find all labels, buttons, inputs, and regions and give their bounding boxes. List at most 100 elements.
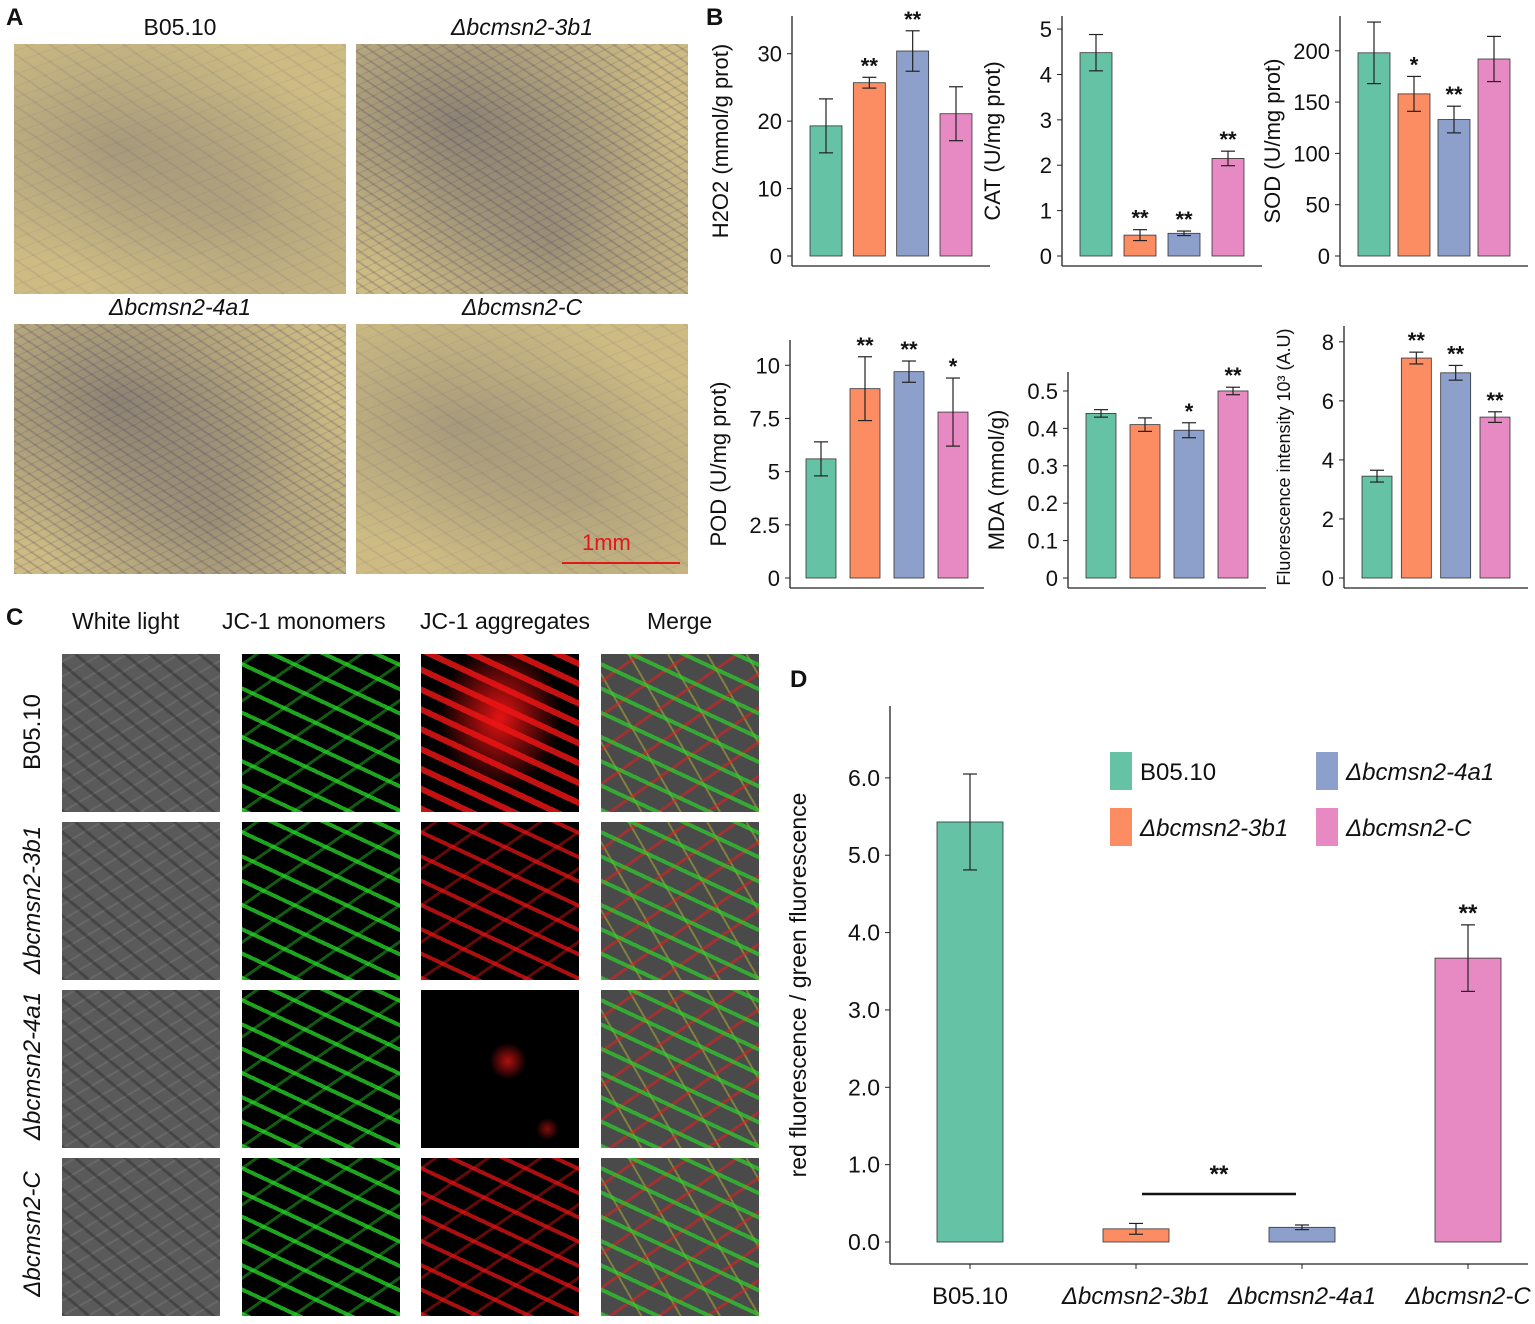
- bar-1-3: [1211, 158, 1245, 257]
- bar-1-1: [1123, 234, 1157, 257]
- panel-d-letter: D: [790, 666, 808, 693]
- legend-swatch-0: [1110, 752, 1132, 790]
- y-tick-label-6-5: 5.0: [848, 842, 880, 868]
- panel-c-letter: C: [6, 604, 24, 631]
- legend-swatch-3: [1316, 808, 1338, 846]
- significance-bracket-label: **: [1210, 1161, 1229, 1188]
- y-tick-label-5-3: 6: [1322, 389, 1334, 414]
- x-tick-label-3: Δbcmsn2-C: [1404, 1283, 1531, 1310]
- bar-0-0: [809, 125, 843, 257]
- bar-1-2: [1167, 232, 1201, 257]
- panel-a-label-1: B05.10: [143, 14, 217, 40]
- y-axis-label-1: CAT (U/mg prot): [980, 61, 1005, 220]
- y-axis-label-0: H2O2 (mmol/g prot): [708, 44, 733, 238]
- y-tick-label-4-4: 0.4: [1027, 416, 1058, 441]
- y-tick-label-0-3: 30: [758, 42, 782, 67]
- y-tick-label-6-0: 0.0: [848, 1229, 880, 1255]
- bar-0-1: [852, 82, 886, 257]
- panel-a-label-4: Δbcmsn2-C: [461, 294, 583, 320]
- y-tick-label-5-2: 4: [1322, 448, 1334, 473]
- y-tick-label-2-3: 150: [1293, 90, 1330, 115]
- col-label-aggregates: JC-1 aggregates: [420, 608, 591, 634]
- bar-3-0: [805, 458, 837, 579]
- row-label-4a1: Δbcmsn2-4a1: [19, 991, 46, 1141]
- significance-3-1: **: [856, 333, 874, 358]
- bar-5-3: [1479, 416, 1511, 579]
- x-tick-label-0: B05.10: [932, 1283, 1008, 1310]
- bar-6-3: [1434, 957, 1502, 1243]
- col-label-white-light: White light: [72, 608, 180, 634]
- significance-0-1: **: [861, 53, 879, 78]
- significance-1-3: **: [1219, 127, 1237, 152]
- y-tick-label-3-4: 10: [756, 353, 780, 378]
- y-tick-label-2-4: 200: [1293, 39, 1330, 64]
- micrograph-c: 1mm: [356, 324, 688, 574]
- confocal-r3-aggregates: [421, 990, 579, 1148]
- bar-2-3: [1477, 58, 1511, 257]
- bar-5-1: [1400, 357, 1432, 579]
- y-tick-label-0-0: 0: [770, 244, 782, 269]
- confocal-r3-monomers: [242, 990, 400, 1148]
- significance-4-3: **: [1224, 363, 1242, 388]
- y-tick-label-3-2: 5: [768, 460, 780, 485]
- confocal-r2-aggregates: [421, 822, 579, 980]
- confocal-r2-white-light: [62, 822, 220, 980]
- micrograph-3b1: [356, 44, 688, 294]
- y-tick-label-2-2: 100: [1293, 141, 1330, 166]
- bar-2-0: [1357, 52, 1391, 257]
- bar-4-2: [1173, 429, 1205, 579]
- y-tick-label-3-1: 2.5: [749, 513, 780, 538]
- legend-swatch-1: [1316, 752, 1338, 790]
- y-tick-label-6-1: 1.0: [848, 1152, 880, 1178]
- confocal-r3-merge: [601, 990, 759, 1148]
- y-tick-label-1-0: 0: [1040, 244, 1052, 269]
- confocal-r2-merge: [601, 822, 759, 980]
- confocal-r1-monomers: [242, 654, 400, 812]
- x-tick-label-1: Δbcmsn2-3b1: [1061, 1283, 1210, 1310]
- legend-label-3: Δbcmsn2-C: [1345, 815, 1472, 842]
- y-tick-label-0-1: 10: [758, 177, 782, 202]
- bar-5-2: [1440, 372, 1472, 579]
- legend-label-0: B05.10: [1140, 759, 1216, 786]
- x-tick-label-2: Δbcmsn2-4a1: [1227, 1283, 1376, 1310]
- y-axis-label-4: MDA (mmol/g): [984, 410, 1009, 551]
- col-label-monomers: JC-1 monomers: [222, 608, 386, 634]
- y-tick-label-1-3: 3: [1040, 108, 1052, 133]
- y-tick-label-4-1: 0.1: [1027, 529, 1058, 554]
- bar-3-3: [937, 411, 969, 579]
- confocal-r4-merge: [601, 1158, 759, 1316]
- row-label-b0510: B05.10: [19, 693, 46, 771]
- significance-1-2: **: [1175, 207, 1193, 232]
- panel-a-label-2: Δbcmsn2-3b1: [451, 14, 593, 40]
- y-tick-label-3-3: 7.5: [749, 406, 780, 431]
- bar-5-0: [1361, 475, 1393, 579]
- row-label-3b1: Δbcmsn2-3b1: [19, 825, 46, 975]
- y-tick-label-1-4: 4: [1040, 62, 1052, 87]
- y-tick-label-6-2: 2.0: [848, 1074, 880, 1100]
- y-tick-label-6-6: 6.0: [848, 765, 880, 791]
- bar-4-0: [1085, 413, 1117, 579]
- bar-1-0: [1079, 52, 1113, 257]
- bar-3-1: [849, 388, 881, 579]
- scale-bar: [562, 562, 680, 564]
- y-tick-label-2-0: 0: [1318, 244, 1330, 269]
- confocal-r1-merge: [601, 654, 759, 812]
- significance-6-3: **: [1459, 900, 1478, 927]
- row-label-c: Δbcmsn2-C: [19, 1171, 46, 1297]
- bar-4-3: [1217, 390, 1249, 579]
- bar-3-2: [893, 371, 925, 579]
- y-tick-label-4-0: 0: [1046, 566, 1058, 591]
- significance-2-1: *: [1410, 52, 1419, 77]
- y-tick-label-6-3: 3.0: [848, 997, 880, 1023]
- bar-4-1: [1129, 424, 1161, 579]
- significance-3-3: *: [949, 354, 958, 379]
- bar-6-0: [936, 821, 1004, 1243]
- y-tick-label-2-1: 50: [1306, 193, 1330, 218]
- confocal-r4-white-light: [62, 1158, 220, 1316]
- bar-6-2: [1268, 1226, 1336, 1243]
- y-tick-label-1-5: 5: [1040, 17, 1052, 42]
- y-tick-label-6-4: 4.0: [848, 920, 880, 946]
- y-tick-label-0-2: 20: [758, 109, 782, 134]
- y-tick-label-1-1: 1: [1040, 199, 1052, 224]
- confocal-r1-white-light: [62, 654, 220, 812]
